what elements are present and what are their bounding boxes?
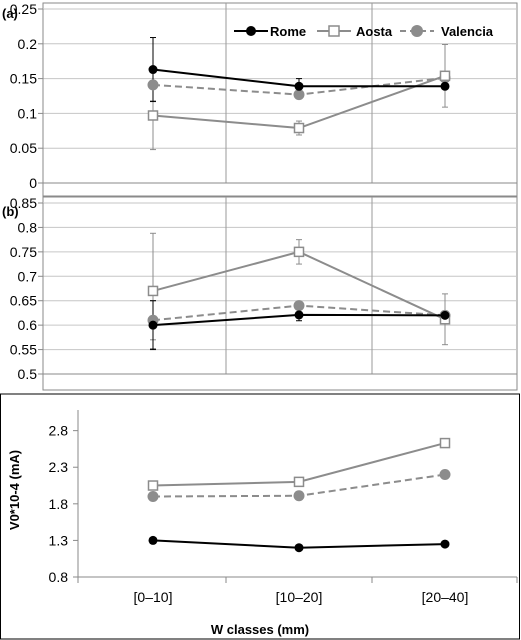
legend-aosta-marker xyxy=(328,25,340,37)
legend-aosta-label: Aosta xyxy=(356,24,393,39)
data-point-valencia xyxy=(147,491,159,502)
y-tick-label: 0.85 xyxy=(10,195,37,211)
data-point-rome xyxy=(148,535,158,545)
x-tick-label: [10–20] xyxy=(276,589,323,605)
y-tick-label: 0.5 xyxy=(18,366,38,382)
y-tick-label: 0.15 xyxy=(10,71,37,87)
panel-a: 0 0.05 0.1 0.15 0.2 0.25 xyxy=(10,1,517,191)
data-point-rome xyxy=(148,320,158,330)
data-point-valencia xyxy=(293,89,305,101)
x-axis-title: W classes (mm) xyxy=(211,622,309,637)
data-point-aosta xyxy=(293,476,305,488)
data-point-rome xyxy=(148,65,158,75)
data-point-aosta xyxy=(293,122,305,134)
data-point-rome xyxy=(294,310,304,320)
data-point-valencia xyxy=(439,469,451,481)
x-tick-label: [20–40] xyxy=(422,589,469,605)
y-axis-title: V0*10-4 (mA) xyxy=(7,450,22,530)
data-point-valencia xyxy=(147,79,159,91)
data-point-rome xyxy=(440,310,450,320)
y-tick-label: 2.8 xyxy=(49,423,69,439)
panel-b: 0.5 0.55 0.6 0.65 0.7 0.75 0.8 0.85 xyxy=(10,195,517,382)
y-tick-label: 1.8 xyxy=(49,496,69,512)
y-tick-label: 0.8 xyxy=(49,569,69,585)
data-point-valencia xyxy=(293,300,305,312)
data-point-rome xyxy=(294,543,304,553)
y-tick-label: 2.3 xyxy=(49,459,69,475)
y-tick-label: 0.2 xyxy=(18,36,38,52)
y-tick-label: 0.05 xyxy=(10,140,37,156)
y-tick-label: 0.8 xyxy=(18,219,38,235)
data-point-aosta xyxy=(147,110,159,121)
x-tick-label: [0–10] xyxy=(134,589,173,605)
panel-b-label: (b) xyxy=(2,204,19,219)
panel-c-border xyxy=(0,393,520,640)
legend-valencia-marker xyxy=(411,25,423,37)
data-point-rome xyxy=(294,81,304,91)
data-point-aosta xyxy=(293,246,305,258)
y-tick-label: 0.55 xyxy=(10,342,37,358)
data-point-rome xyxy=(440,539,450,549)
panel-c: 0.8 1.3 1.8 2.3 2.8 [0–10] [10–20] [20–40] xyxy=(49,410,518,605)
data-point-aosta xyxy=(439,70,451,82)
y-tick-label: 0 xyxy=(29,175,37,191)
y-tick-label: 0.65 xyxy=(10,293,37,309)
data-point-rome xyxy=(440,81,450,91)
legend: Rome Aosta Valencia xyxy=(234,24,494,39)
y-tick-label: 1.3 xyxy=(49,532,69,548)
legend-rome-marker xyxy=(246,26,256,36)
data-point-aosta xyxy=(147,480,159,491)
y-tick-label: 0.25 xyxy=(10,1,37,17)
data-point-aosta xyxy=(439,437,451,449)
y-tick-label: 0.6 xyxy=(18,317,38,333)
panel-a-label: (a) xyxy=(2,6,18,21)
data-point-valencia xyxy=(293,490,305,502)
data-point-aosta xyxy=(147,285,159,297)
y-tick-label: 0.75 xyxy=(10,244,37,260)
legend-rome-label: Rome xyxy=(270,24,306,39)
legend-valencia-label: Valencia xyxy=(441,24,494,39)
y-tick-label: 0.1 xyxy=(18,105,38,121)
y-tick-label: 0.7 xyxy=(18,268,38,284)
